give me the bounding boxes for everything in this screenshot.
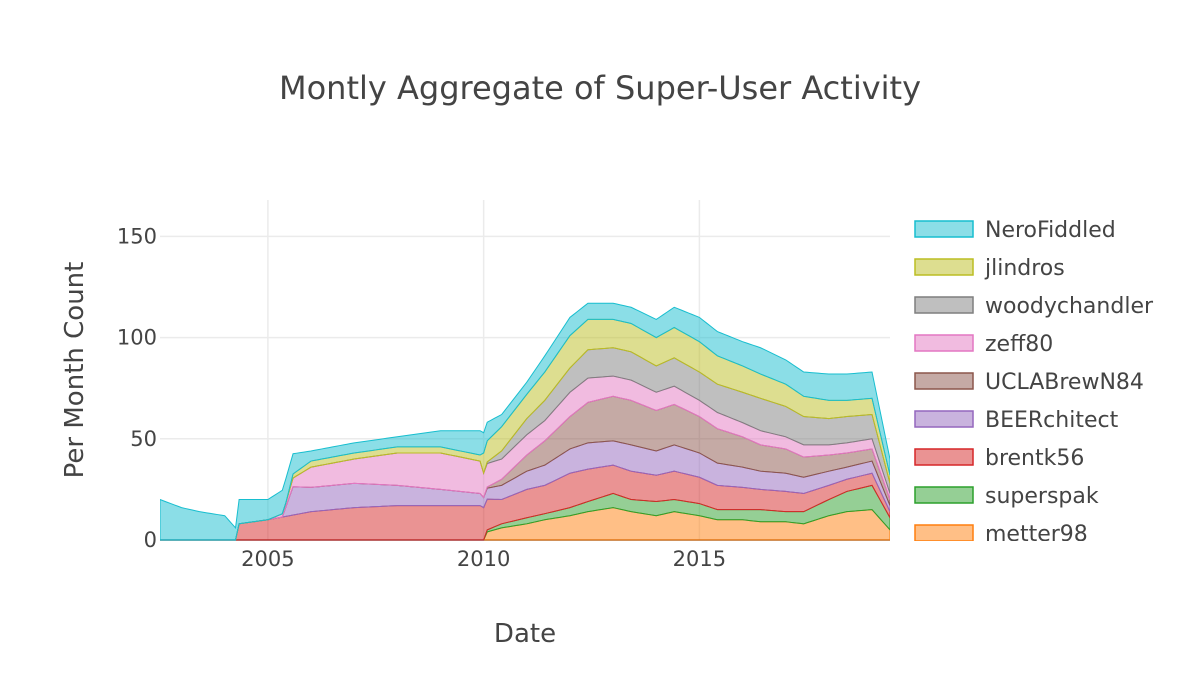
legend-label: jlindros — [984, 256, 1065, 281]
legend-label: NeroFiddled — [985, 218, 1116, 243]
legend-item-jlindros[interactable]: jlindros — [914, 256, 1065, 281]
legend-item-superspak[interactable]: superspak — [914, 484, 1099, 509]
x-tick-label: 2010 — [457, 547, 510, 571]
legend-label: zeff80 — [985, 332, 1053, 357]
legend-label: superspak — [985, 484, 1099, 509]
legend-swatch — [914, 486, 974, 504]
legend-swatch — [914, 220, 974, 238]
legend-label: woodychandler — [985, 294, 1154, 319]
area-series-NeroFiddled — [160, 302, 890, 541]
legend-swatch — [914, 410, 974, 428]
x-axis-ticks: 2005 2010 2015 — [241, 547, 726, 571]
x-tick-label: 2015 — [673, 547, 726, 571]
legend-label: brentk56 — [985, 446, 1084, 471]
legend-item-metter98[interactable]: metter98 — [914, 522, 1088, 547]
legend-swatch — [914, 448, 974, 466]
y-tick-label: 100 — [117, 326, 157, 350]
y-axis-title: Per Month Count — [60, 262, 90, 479]
legend-label: UCLABrewN84 — [985, 370, 1144, 395]
legend-swatch — [914, 296, 974, 314]
legend-label: metter98 — [985, 522, 1088, 547]
legend-item-zeff80[interactable]: zeff80 — [914, 332, 1053, 357]
legend-item-NeroFiddled[interactable]: NeroFiddled — [914, 218, 1116, 243]
x-tick-label: 2005 — [241, 547, 294, 571]
legend-swatch — [914, 334, 974, 352]
y-tick-label: 150 — [117, 224, 157, 248]
x-axis-title: Date — [494, 619, 556, 649]
legend-item-woodychandler[interactable]: woodychandler — [914, 294, 1154, 319]
legend-swatch — [914, 258, 974, 276]
y-axis-ticks: 0 50 100 150 — [117, 224, 157, 552]
legend-item-UCLABrewN84[interactable]: UCLABrewN84 — [914, 370, 1144, 395]
chart-title: Montly Aggregate of Super-User Activity — [279, 69, 921, 107]
area-series-group — [160, 302, 890, 541]
legend: NeroFiddled jlindros woodychandler zeff80 UC… — [914, 218, 1154, 547]
legend-item-brentk56[interactable]: brentk56 — [914, 446, 1084, 471]
legend-swatch — [914, 524, 974, 541]
y-tick-label: 0 — [144, 528, 157, 552]
legend-swatch — [914, 372, 974, 390]
legend-item-BEERchitect[interactable]: BEERchitect — [914, 408, 1119, 433]
legend-label: BEERchitect — [985, 408, 1119, 433]
y-tick-label: 50 — [130, 427, 157, 451]
